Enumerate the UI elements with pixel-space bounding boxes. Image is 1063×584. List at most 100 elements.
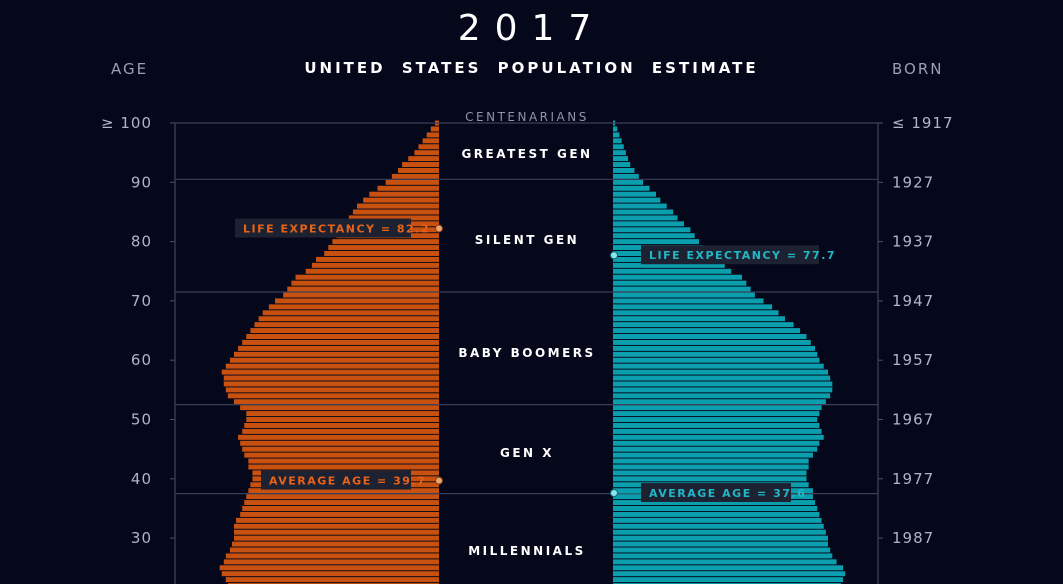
female-bar-age-71 [283,292,439,298]
female-bar-age-92 [398,167,439,173]
generation-label: BABY BOOMERS [458,346,595,360]
female-bar-age-84 [348,215,439,221]
age-tick-label: 90 [131,173,152,191]
female-bar-age-23 [225,577,439,583]
female-bar-age-56 [223,381,439,387]
male-bar-age-48 [613,428,822,434]
female-bar-age-32 [234,523,439,529]
female-average-age-text: AVERAGE AGE = 39.7 [269,475,426,488]
female-life-expectancy-box [235,218,411,238]
male-bar-age-98 [613,132,620,138]
age-tick-label: 30 [131,529,152,547]
born-tick-label: 1987 [892,529,934,547]
male-bar-age-36 [613,500,816,506]
female-bar-age-64 [246,334,439,340]
male-bar-age-82 [613,227,691,233]
female-bar-age-94 [408,156,439,162]
female-bar-age-44 [244,452,439,458]
female-bar-age-46 [240,440,439,446]
female-bar-age-34 [240,511,439,517]
female-bar-age-58 [221,369,439,375]
female-bar-age-93 [402,162,439,168]
male-bar-age-95 [613,150,626,156]
male-bar-age-93 [613,162,631,168]
male-bar-age-99 [613,126,618,132]
female-bar-age-63 [242,339,439,345]
female-bar-age-72 [287,286,439,292]
female-average-age-marker [435,476,443,485]
male-bar-age-84 [613,215,678,221]
female-bar-age-85 [352,209,439,215]
female-bar-age-27 [225,553,439,559]
female-bar-age-66 [254,322,439,328]
female-bar-age-68 [262,310,439,316]
male-bar-age-42 [613,464,809,470]
male-bar-age-72 [613,286,751,292]
generation-label: GREATEST GEN [461,147,592,161]
female-bar-age-48 [242,428,439,434]
age-tick-label: ≥ 100 [101,114,152,132]
male-bar-age-65 [613,328,801,334]
male-bar-age-34 [613,511,820,517]
generation-label: SILENT GEN [475,233,579,247]
male-bar-age-29 [613,541,828,547]
male-bar-age-55 [613,387,833,393]
female-bar-age-80 [332,239,439,245]
female-bar-age-87 [363,197,439,203]
male-bar-age-46 [613,440,820,446]
female-average-age-box [261,470,411,490]
male-average-age-marker [610,489,618,498]
male-bar-age-68 [613,310,779,316]
male-bar-age-56 [613,381,833,387]
female-bar-age-36 [244,500,439,506]
female-bar-age-79 [328,245,439,251]
female-bar-age-67 [258,316,439,322]
generation-label: GEN X [500,446,554,460]
female-bar-age-55 [225,387,439,393]
born-tick-label: 1957 [892,351,934,369]
female-bar-age-52 [240,405,439,411]
female-life-expectancy-marker [435,224,443,233]
male-bar-age-91 [613,173,639,179]
male-average-age-box [641,483,791,503]
female-bar-age-24 [221,571,439,577]
male-bar-age-70 [613,298,764,304]
male-bar-age-32 [613,523,824,529]
male-bar-age-85 [613,209,674,215]
male-bar-age-67 [613,316,785,322]
female-bar-age-33 [236,517,439,523]
female-bar-age-70 [275,298,439,304]
chart-subtitle: UNITED STATES POPULATION ESTIMATE [304,59,759,77]
male-bar-age-76 [613,262,725,268]
female-bar-age-74 [295,274,439,280]
female-bar-age-89 [377,185,439,191]
male-bar-age-25 [613,565,844,571]
male-bar-age-74 [613,274,742,280]
male-bar-age-52 [613,405,822,411]
female-bar-age-61 [234,351,439,357]
male-bar-age-27 [613,553,833,559]
female-bar-age-59 [225,363,439,369]
male-bar-age-26 [613,559,837,565]
female-bar-age-26 [223,559,439,565]
born-tick-label: 1947 [892,292,934,310]
female-bar-age-95 [414,150,439,156]
female-bar-age-65 [250,328,439,334]
female-bar-age-76 [311,262,439,268]
female-bar-age-45 [242,446,439,452]
male-bar-age-28 [613,547,831,553]
born-tick-label: 1927 [892,173,934,191]
born-tick-label: ≤ 1917 [892,114,954,132]
male-bar-age-41 [613,470,807,476]
male-bar-age-83 [613,221,684,227]
male-bar-age-57 [613,375,831,381]
female-bar-age-57 [223,375,439,381]
male-bar-age-94 [613,156,629,162]
female-bar-age-47 [238,434,439,440]
male-bar-age-71 [613,292,755,298]
female-bar-age-73 [291,280,439,286]
male-bar-age-89 [613,185,650,191]
male-bar-age-30 [613,535,828,541]
age-tick-label: 80 [131,233,152,251]
